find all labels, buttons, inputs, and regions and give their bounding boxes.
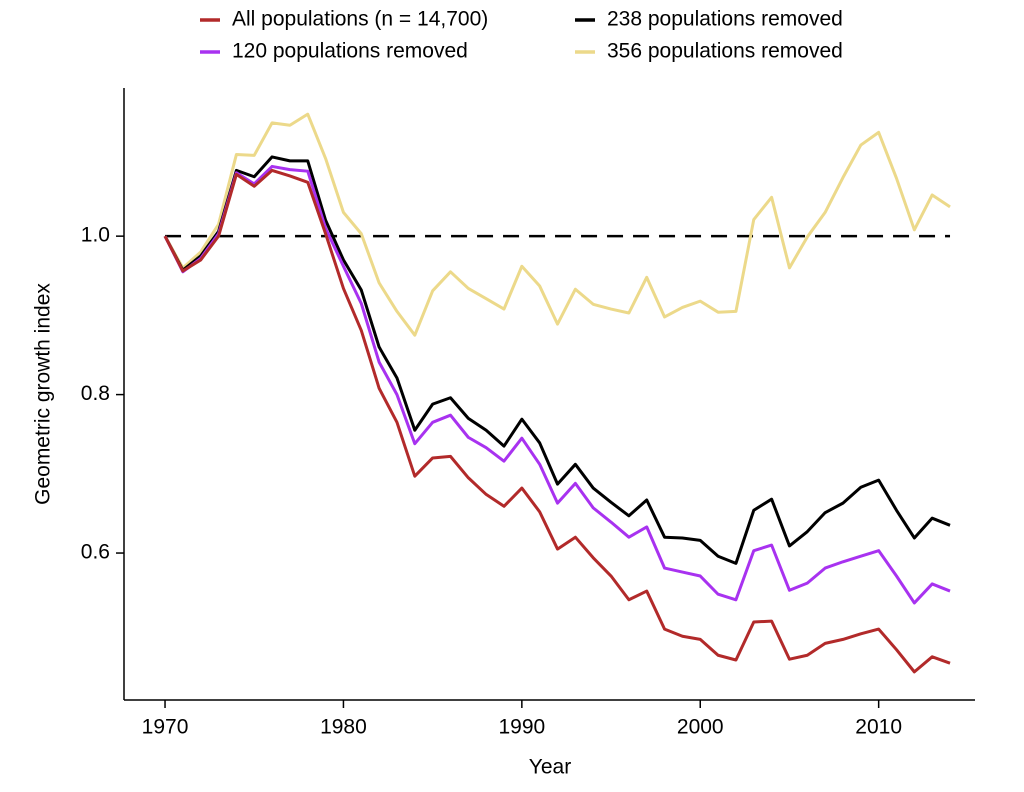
x-axis-label: Year: [529, 756, 571, 779]
y-tick-label: 0.6: [81, 541, 110, 564]
series-line: [163, 155, 951, 565]
series-line: [163, 164, 951, 605]
x-tick-label: 2010: [855, 716, 902, 739]
series-line: [163, 112, 951, 337]
y-axis-label: Geometric growth index: [32, 283, 55, 505]
y-tick-label: 1.0: [81, 224, 110, 247]
legend-label: All populations (n = 14,700): [232, 8, 488, 31]
x-tick-label: 1980: [320, 716, 367, 739]
legend-label: 356 populations removed: [607, 40, 843, 63]
legend-label: 238 populations removed: [607, 8, 843, 31]
x-tick-label: 1970: [142, 716, 189, 739]
x-tick-label: 1990: [498, 716, 545, 739]
series-line: [163, 168, 951, 674]
legend-label: 120 populations removed: [232, 40, 468, 63]
y-tick-label: 0.8: [81, 382, 110, 405]
x-tick-label: 2000: [677, 716, 724, 739]
